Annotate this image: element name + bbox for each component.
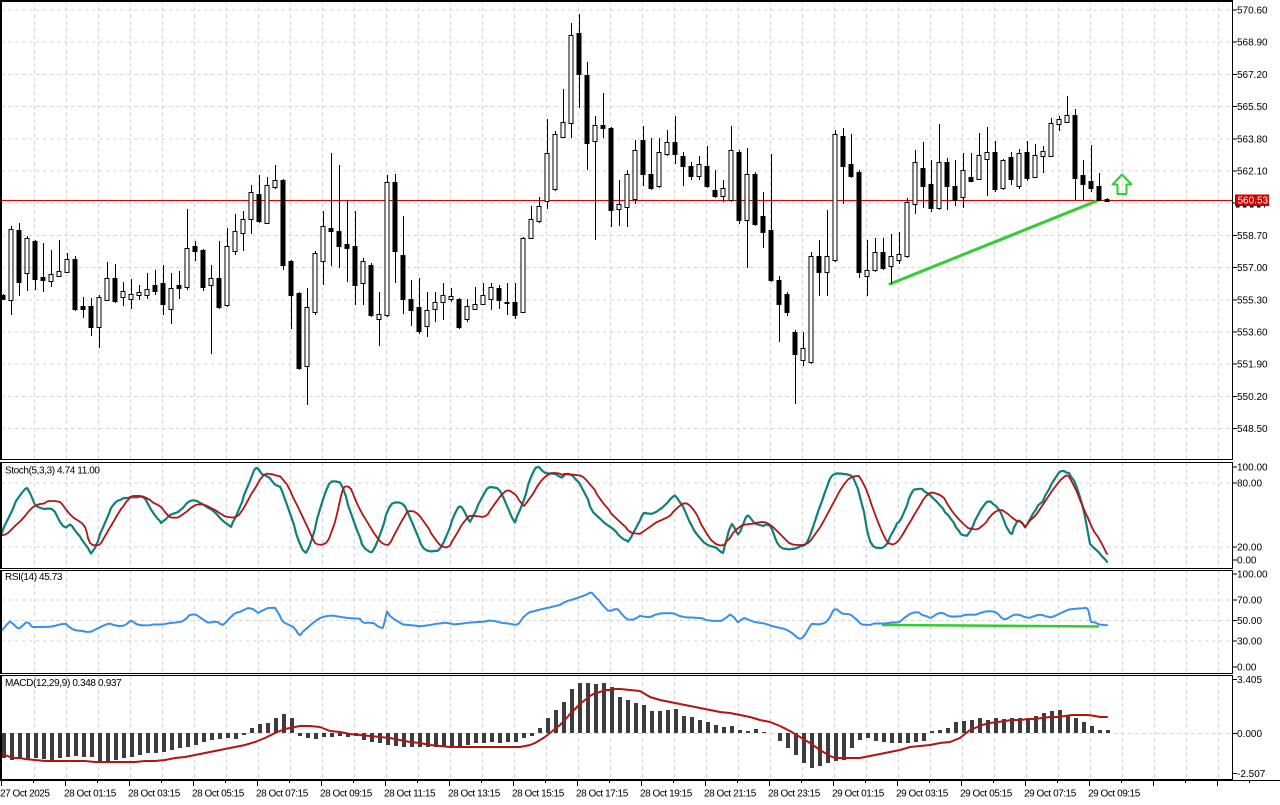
svg-text:70.00: 70.00 — [1237, 595, 1262, 606]
svg-text:0.000: 0.000 — [1237, 729, 1262, 740]
svg-text:100.00: 100.00 — [1237, 570, 1268, 581]
svg-text:3.405: 3.405 — [1237, 675, 1262, 686]
svg-text:28 Oct 21:15: 28 Oct 21:15 — [704, 789, 757, 800]
svg-text:0.00: 0.00 — [1237, 556, 1257, 567]
svg-text:28 Oct 17:15: 28 Oct 17:15 — [576, 789, 629, 800]
svg-text:28 Oct 13:15: 28 Oct 13:15 — [448, 789, 501, 800]
svg-text:RSI(14) 45.73: RSI(14) 45.73 — [5, 572, 63, 583]
svg-text:28 Oct 15:15: 28 Oct 15:15 — [512, 789, 565, 800]
svg-text:50.00: 50.00 — [1237, 616, 1262, 627]
svg-text:28 Oct 23:15: 28 Oct 23:15 — [768, 789, 821, 800]
svg-text:28 Oct 07:15: 28 Oct 07:15 — [256, 789, 309, 800]
svg-text:562.10: 562.10 — [1237, 167, 1268, 178]
svg-text:30.00: 30.00 — [1237, 637, 1262, 648]
svg-text:563.80: 563.80 — [1237, 134, 1268, 145]
svg-text:Stoch(5,3,3) 4.74 11.00: Stoch(5,3,3) 4.74 11.00 — [5, 466, 100, 477]
svg-text:550.20: 550.20 — [1237, 392, 1268, 403]
svg-text:28 Oct 19:15: 28 Oct 19:15 — [640, 789, 693, 800]
svg-text:558.70: 558.70 — [1237, 231, 1268, 242]
svg-text:29 Oct 01:15: 29 Oct 01:15 — [832, 789, 885, 800]
svg-text:551.90: 551.90 — [1237, 360, 1268, 371]
svg-text:28 Oct 09:15: 28 Oct 09:15 — [320, 789, 373, 800]
svg-text:557.00: 557.00 — [1237, 263, 1268, 274]
svg-text:560.53: 560.53 — [1238, 196, 1269, 207]
svg-text:-2.507: -2.507 — [1237, 769, 1266, 780]
svg-text:568.90: 568.90 — [1237, 38, 1268, 49]
svg-text:555.30: 555.30 — [1237, 295, 1268, 306]
svg-text:548.50: 548.50 — [1237, 424, 1268, 435]
svg-text:MACD(12,29,9) 0.348 0.937: MACD(12,29,9) 0.348 0.937 — [5, 678, 122, 689]
svg-text:0.00: 0.00 — [1237, 663, 1257, 674]
svg-text:20.00: 20.00 — [1237, 542, 1262, 553]
svg-text:29 Oct 07:15: 29 Oct 07:15 — [1024, 789, 1077, 800]
svg-text:29 Oct 05:15: 29 Oct 05:15 — [960, 789, 1013, 800]
svg-text:27 Oct 2025: 27 Oct 2025 — [0, 789, 50, 800]
svg-text:28 Oct 05:15: 28 Oct 05:15 — [192, 789, 245, 800]
svg-text:567.20: 567.20 — [1237, 70, 1268, 81]
svg-text:29 Oct 09:15: 29 Oct 09:15 — [1088, 789, 1141, 800]
svg-text:570.60: 570.60 — [1237, 6, 1268, 17]
svg-text:28 Oct 11:15: 28 Oct 11:15 — [384, 789, 436, 800]
svg-text:80.00: 80.00 — [1237, 479, 1262, 490]
svg-text:28 Oct 03:15: 28 Oct 03:15 — [128, 789, 181, 800]
svg-text:100.00: 100.00 — [1237, 463, 1268, 474]
svg-text:29 Oct 03:15: 29 Oct 03:15 — [896, 789, 949, 800]
svg-text:565.50: 565.50 — [1237, 102, 1268, 113]
svg-text:28 Oct 01:15: 28 Oct 01:15 — [64, 789, 117, 800]
svg-text:553.60: 553.60 — [1237, 328, 1268, 339]
